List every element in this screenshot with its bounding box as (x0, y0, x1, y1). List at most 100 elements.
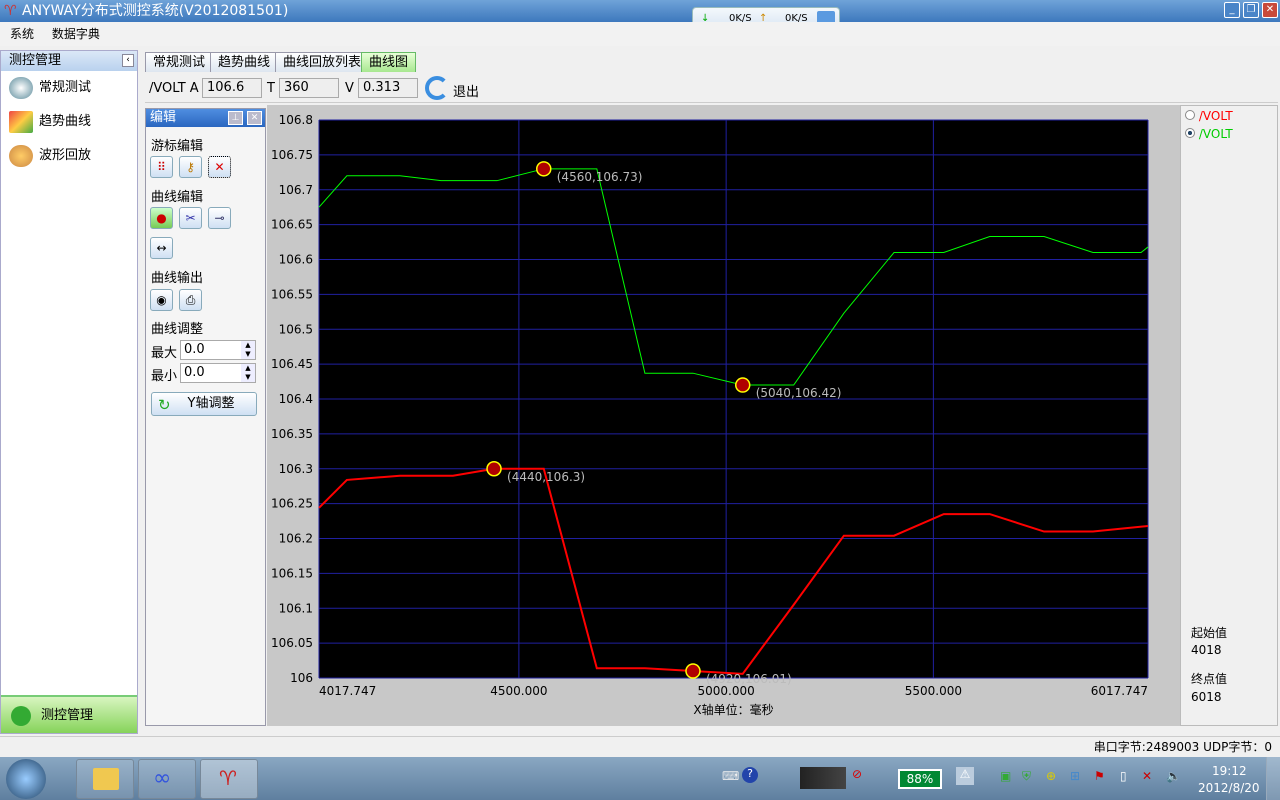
data-marker (486, 461, 502, 477)
upload-arrow-icon: ↑ (759, 13, 768, 24)
tab-trend-curve[interactable]: 趋势曲线 (210, 52, 279, 72)
monitor-management-button[interactable]: 测控管理 (1, 695, 137, 733)
taskbar-explorer[interactable] (76, 759, 134, 799)
action-center-icon[interactable]: ⚑ (1094, 769, 1105, 783)
taskbar-anyway-app[interactable]: ♈ (200, 759, 258, 799)
tray-app-icon[interactable]: ▣ (1000, 769, 1012, 783)
tab-playback-list[interactable]: 曲线回放列表 (275, 52, 370, 72)
curve-chart[interactable]: 106 106.05 106.1 106.15 106.2 106.25 106.3 106.… (267, 105, 1180, 726)
x-tick-label: 4500.000 (490, 684, 547, 698)
help-icon[interactable]: ? (742, 767, 758, 783)
min-value: 0.0 (184, 365, 205, 380)
cursor-key-button[interactable]: ⚷ (179, 156, 202, 178)
x-tick-label: 6017.747 (1091, 684, 1148, 698)
battery-tray-icon[interactable]: ▯ (1120, 769, 1127, 783)
spinner-arrows-icon[interactable]: ▲ ▼ (241, 364, 255, 382)
volume-icon[interactable]: 🔈 (1166, 769, 1181, 783)
no-signal-icon[interactable]: ⊘ (852, 767, 863, 781)
pin-icon[interactable]: ⊥ (228, 111, 243, 125)
cursor-delete-button[interactable]: ✕ (208, 156, 231, 178)
curve-cut-button[interactable]: ✂ (179, 207, 202, 229)
legend-label: /VOLT (1198, 127, 1233, 141)
chart-area: 106 106.05 106.1 106.15 106.2 106.25 106.3 106.… (267, 105, 1180, 726)
data-marker (685, 663, 701, 679)
show-desktop-button[interactable] (1266, 757, 1280, 800)
shield-icon[interactable]: ⛨ (1022, 769, 1032, 783)
a-value-field[interactable]: 106.6 (202, 78, 262, 98)
y-axis-adjust-button[interactable]: ↻ Y轴调整 (151, 392, 257, 416)
collapse-icon[interactable]: ‹ (122, 54, 134, 67)
exit-button[interactable]: 退出 (425, 76, 515, 100)
nav-item-routine-test[interactable]: 常规测试 (1, 71, 137, 105)
curve-fit-button[interactable]: ↔ (150, 237, 173, 259)
spinner-arrows-icon[interactable]: ▲ ▼ (241, 341, 255, 359)
menu-system[interactable]: 系统 (10, 27, 35, 41)
v-value-field[interactable]: 0.313 (358, 78, 418, 98)
taskbar-app-infinity[interactable]: ∞ (138, 759, 196, 799)
curve-link-button[interactable]: ⊸ (208, 207, 231, 229)
legend-item-red[interactable]: /VOLT (1185, 109, 1233, 123)
edit-panel: 编辑 ⊥ ✕ 游标编辑 ⠿ ⚷ ✕ 曲线编辑 ● ✂ ⊸ ↔ 曲线输出 ◉ ⎙ … (145, 108, 266, 726)
y-tick-label: 106.8 (279, 113, 313, 127)
menu-data-dictionary[interactable]: 数据字典 (51, 27, 100, 41)
exit-label: 退出 (453, 85, 480, 100)
gauge-icon (9, 77, 33, 99)
nav-item-waveform-playback[interactable]: 波形回放 (1, 139, 137, 173)
edit-panel-title: 编辑 (150, 110, 177, 125)
radio-selected-icon[interactable] (1185, 128, 1195, 138)
min-label: 最小 (151, 369, 178, 384)
plus-icon[interactable]: ⊕ (1046, 769, 1057, 783)
keyboard-icon[interactable]: ⌨ (722, 769, 740, 783)
curve-select-button[interactable]: ● (150, 207, 173, 229)
users-icon (9, 145, 33, 167)
max-label: 最大 (151, 346, 178, 361)
y-tick-label: 106.05 (271, 636, 313, 650)
monitor-management-label: 测控管理 (41, 708, 94, 723)
camera-button[interactable]: ◉ (150, 289, 173, 311)
t-value-field[interactable]: 360 (279, 78, 339, 98)
trend-chart-icon (9, 111, 33, 133)
print-button[interactable]: ⎙ (179, 289, 202, 311)
tab-routine-test[interactable]: 常规测试 (145, 52, 214, 72)
upload-speed: 0K/S (785, 13, 808, 24)
max-value: 0.0 (184, 342, 205, 357)
start-label: 起始值 (1191, 626, 1228, 640)
min-value-spinner[interactable]: 0.0 ▲ ▼ (180, 363, 256, 383)
network-tray-icon[interactable]: ⊞ (1070, 769, 1081, 783)
close-button[interactable]: ✕ (1262, 2, 1278, 18)
legend-label: /VOLT (1198, 109, 1233, 123)
t-label: T (267, 81, 275, 96)
maximize-button[interactable]: ❐ (1243, 2, 1259, 18)
status-text: 串口字节:2489003 UDP字节：0 (1093, 740, 1272, 754)
tab-curve-chart[interactable]: 曲线图 (361, 52, 417, 72)
cursor-edit-label: 游标编辑 (151, 139, 204, 154)
panel-close-icon[interactable]: ✕ (247, 111, 262, 125)
infinity-icon: ∞ (153, 766, 172, 791)
clock-date[interactable]: 2012/8/20 (1198, 781, 1260, 795)
nav-label: 波形回放 (39, 148, 92, 163)
start-button[interactable] (6, 759, 46, 799)
marker-label: (4920,106.01) (706, 672, 792, 686)
data-marker (734, 377, 751, 393)
app-logo-icon: ♈ (4, 3, 17, 19)
radio-icon[interactable] (1185, 110, 1195, 120)
y-tick-label: 106.75 (271, 148, 313, 162)
nav-label: 趋势曲线 (39, 114, 92, 129)
minimize-button[interactable]: _ (1224, 2, 1240, 18)
y-tick-label: 106.55 (271, 287, 313, 301)
refresh-icon: ↻ (158, 396, 171, 414)
y-tick-label: 106.65 (271, 218, 313, 232)
clock-time[interactable]: 19:12 (1212, 764, 1247, 778)
nav-item-trend-curve[interactable]: 趋势曲线 (1, 105, 137, 139)
refresh-icon (11, 706, 31, 726)
cursor-points-button[interactable]: ⠿ (150, 156, 173, 178)
wireless-off-icon[interactable]: ✕ (1142, 769, 1153, 783)
max-value-spinner[interactable]: 0.0 ▲ ▼ (180, 340, 256, 360)
warning-icon[interactable]: ⚠ (956, 767, 974, 785)
battery-indicator[interactable]: 88% (898, 769, 942, 789)
toolbar: /VOLT A 106.6 T 360 V 0.313 退出 (145, 73, 1278, 103)
legend-item-green[interactable]: /VOLT (1185, 127, 1233, 141)
y-tick-label: 106.45 (271, 357, 313, 371)
taskbar: ∞ ♈ ⌨ ? ⊘ 88% ⚠ ▣ ⛨ ⊕ ⊞ ⚑ ▯ ✕ 🔈 19:12 20… (0, 757, 1280, 800)
data-marker (536, 161, 552, 177)
